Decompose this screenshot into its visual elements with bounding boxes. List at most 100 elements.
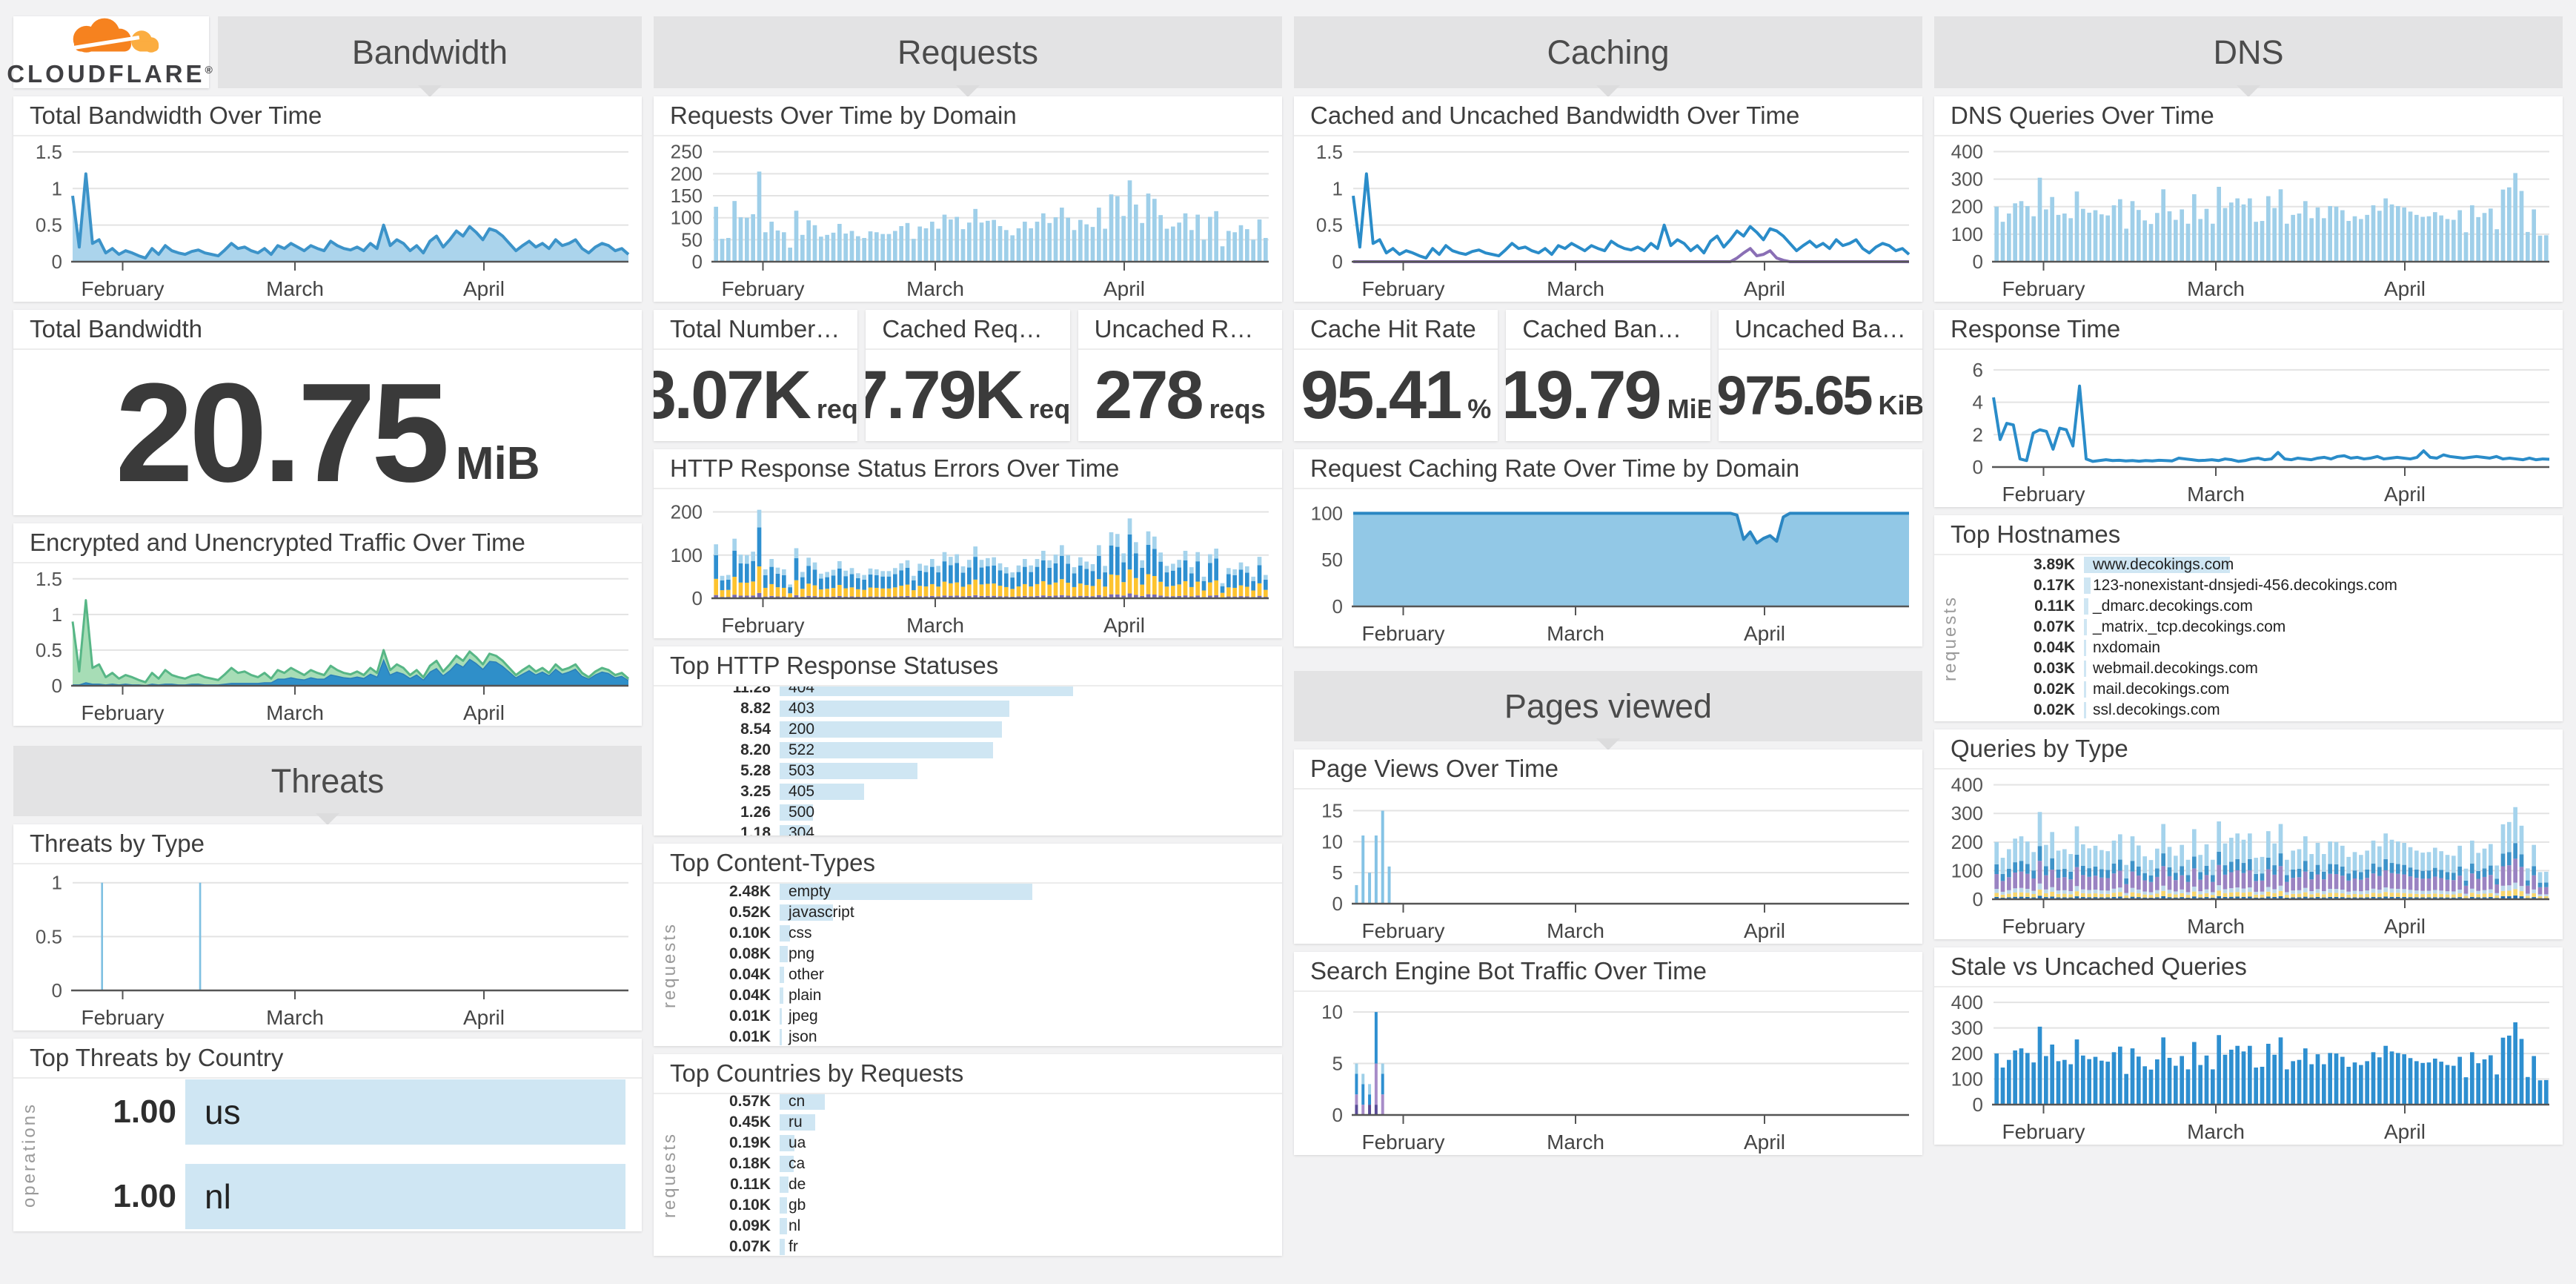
list-item-bar xyxy=(780,884,1033,900)
list-item-bar xyxy=(780,1218,787,1234)
chart-svg: 0 100 200 300 400 February March April xyxy=(1951,140,2549,300)
list-item-label: cn xyxy=(789,1094,806,1110)
cached-uncached-bandwidth-chart[interactable]: 0 0.5 1 1.5 February March April xyxy=(1294,136,1922,302)
list-item-value: 0.18K xyxy=(728,1155,771,1172)
metric-value: 7.79K xyxy=(866,357,1023,433)
list-item: 1.00 us xyxy=(58,1079,625,1145)
top-countries-list[interactable]: requests 6.16Kus0.57Kcn0.45Kru0.19Kua0.1… xyxy=(654,1094,1282,1256)
list-item-bar xyxy=(780,987,784,1004)
dns-queries-chart[interactable]: 0 100 200 300 400 February March April xyxy=(1934,136,2563,302)
svg-text:100: 100 xyxy=(671,544,703,566)
svg-text:February: February xyxy=(81,277,164,300)
card-total-requests: Total Number of Re… 8.07Kreqs xyxy=(654,310,858,441)
list-item-bar xyxy=(2084,661,2086,677)
svg-text:10: 10 xyxy=(1321,1001,1343,1023)
svg-text:February: February xyxy=(721,277,804,300)
stale-vs-uncached-chart[interactable]: 0 100 200 300 400 February March April xyxy=(1934,987,2563,1145)
list-item: 0.02K mail.decokings.com xyxy=(1964,681,2546,698)
top-hostnames-list[interactable]: requests 12.35Kdecokings.com3.89Kwww.dec… xyxy=(1934,555,2563,721)
y-axis-label: operations xyxy=(19,1102,39,1208)
list-item: 1.00 nl xyxy=(58,1164,625,1229)
svg-text:April: April xyxy=(1103,614,1145,637)
list-item: 3.89K www.decokings.com xyxy=(1964,556,2546,574)
svg-text:100: 100 xyxy=(1951,223,1983,245)
card-title: Top HTTP Response Statuses xyxy=(654,646,1282,686)
svg-text:April: April xyxy=(1744,622,1785,645)
list-item: 0.07K fr xyxy=(683,1238,1266,1256)
list-item-label: nxdomain xyxy=(2093,639,2161,656)
list-item-bar xyxy=(780,686,1074,696)
list-item-value: 0.52K xyxy=(728,903,771,921)
svg-text:February: February xyxy=(81,1006,164,1029)
svg-text:February: February xyxy=(1361,1131,1444,1154)
section-header-bandwidth: Bandwidth xyxy=(218,16,642,88)
list-item-label: css xyxy=(789,924,812,942)
list-item-label: empty xyxy=(789,884,831,900)
list-item-label: 403 xyxy=(789,699,815,717)
encrypted-traffic-chart[interactable]: 0 0.5 1 1.5 February March April xyxy=(13,563,642,726)
svg-text:March: March xyxy=(2187,277,2245,300)
card-dns-queries-over-time: DNS Queries Over Time 0 100 200 300 400 Febru… xyxy=(1934,96,2563,302)
y-axis-label: requests xyxy=(660,1131,680,1219)
svg-text:200: 200 xyxy=(1951,196,1983,218)
card-top-countries: Top Countries by Requests requests 6.16K… xyxy=(654,1054,1282,1256)
metric-unit: KiB xyxy=(1878,390,1922,420)
list-item-bar xyxy=(2084,640,2086,656)
list-item-bar xyxy=(2084,702,2086,718)
list-item-label: webmail.decokings.com xyxy=(2093,660,2258,677)
section-header-dns: DNS xyxy=(1934,16,2563,88)
svg-text:0: 0 xyxy=(52,675,62,697)
svg-text:February: February xyxy=(2002,915,2085,938)
chart-svg: 0 0.5 1 1.5 February March April xyxy=(36,568,629,724)
search-bot-traffic-chart[interactable]: 0 5 10 February March April xyxy=(1294,992,1922,1155)
svg-text:March: March xyxy=(2187,915,2245,938)
request-caching-rate-chart[interactable]: 0 50 100 February March April xyxy=(1294,489,1922,646)
card-uncached-bandwidth: Uncached Band… 975.65 KiB xyxy=(1718,310,1922,441)
top-content-types-list[interactable]: requests 4.77Khtml2.48Kempty0.52Kjavascr… xyxy=(654,884,1282,1046)
list-item-label: ssl.decokings.com xyxy=(2093,701,2220,718)
chart-svg: 0 0.5 1 1.5 February March April xyxy=(36,141,630,300)
http-errors-chart[interactable]: 0 100 200 February March April xyxy=(654,489,1282,638)
list-item: 0.08K png xyxy=(683,945,1266,963)
card-title: Total Bandwidth xyxy=(13,310,642,350)
top-threats-by-country-list[interactable]: operations 1.00 us 1.00 nl xyxy=(13,1079,642,1231)
svg-text:0: 0 xyxy=(52,979,62,1002)
requests-over-time-chart[interactable]: 0 50 100 150 200 250 February March April xyxy=(654,136,1282,302)
brand-text: CLOUDFLARE® xyxy=(7,60,216,87)
list-item-label: 500 xyxy=(789,803,815,821)
list-item-bar xyxy=(780,1177,789,1193)
list-item-bar xyxy=(780,721,1002,738)
card-cached-requests: Cached Requests 7.79Kreqs xyxy=(866,310,1070,441)
list-item-bar xyxy=(780,741,993,758)
page-views-chart[interactable]: 0 5 10 15 February March April xyxy=(1294,790,1922,944)
list-item-label: 405 xyxy=(789,782,815,800)
list-item-value: 0.10K xyxy=(728,1197,771,1214)
card-request-caching-rate: Request Caching Rate Over Time by Domain… xyxy=(1294,449,1922,646)
total-bandwidth-over-time-chart[interactable]: 0 0.5 1 1.5 February March April xyxy=(13,136,642,302)
threats-by-type-chart[interactable]: 0 0.5 1 February March April xyxy=(13,864,642,1030)
svg-text:February: February xyxy=(81,701,164,724)
card-queries-by-type: Queries by Type 0 100 200 300 400 February Mar… xyxy=(1934,729,2563,939)
response-time-chart[interactable]: 0 2 4 6 February March April xyxy=(1934,350,2563,507)
section-header-requests: Requests xyxy=(654,16,1282,88)
svg-text:0.5: 0.5 xyxy=(36,925,62,947)
list-item: 0.18K ca xyxy=(683,1155,1266,1173)
svg-text:250: 250 xyxy=(671,141,703,163)
column-dns: DNS DNS Queries Over Time 0 100 200 300 400 F… xyxy=(1934,16,2563,1268)
queries-by-type-chart[interactable]: 0 100 200 300 400 February March April xyxy=(1934,770,2563,939)
list-item-label: mail.decokings.com xyxy=(2093,681,2230,698)
list-item-label: javascript xyxy=(789,903,854,921)
card-title: Search Engine Bot Traffic Over Time xyxy=(1294,952,1922,992)
list-item: 8.82 403 xyxy=(683,700,1266,718)
svg-text:0: 0 xyxy=(1332,1104,1343,1126)
list-item-value: 0.04K xyxy=(728,986,771,1004)
list-item-label: _matrix._tcp.decokings.com xyxy=(2093,618,2286,635)
list-item-value: 0.04K xyxy=(728,965,771,983)
list-item-label: 503 xyxy=(789,761,815,779)
list-item-bar xyxy=(780,824,811,835)
y-axis-label: requests xyxy=(660,921,680,1008)
top-http-statuses-list[interactable]: 18.6730111.284048.824038.542008.205225.2… xyxy=(654,686,1282,835)
section-header-caching: Caching xyxy=(1294,16,1922,88)
